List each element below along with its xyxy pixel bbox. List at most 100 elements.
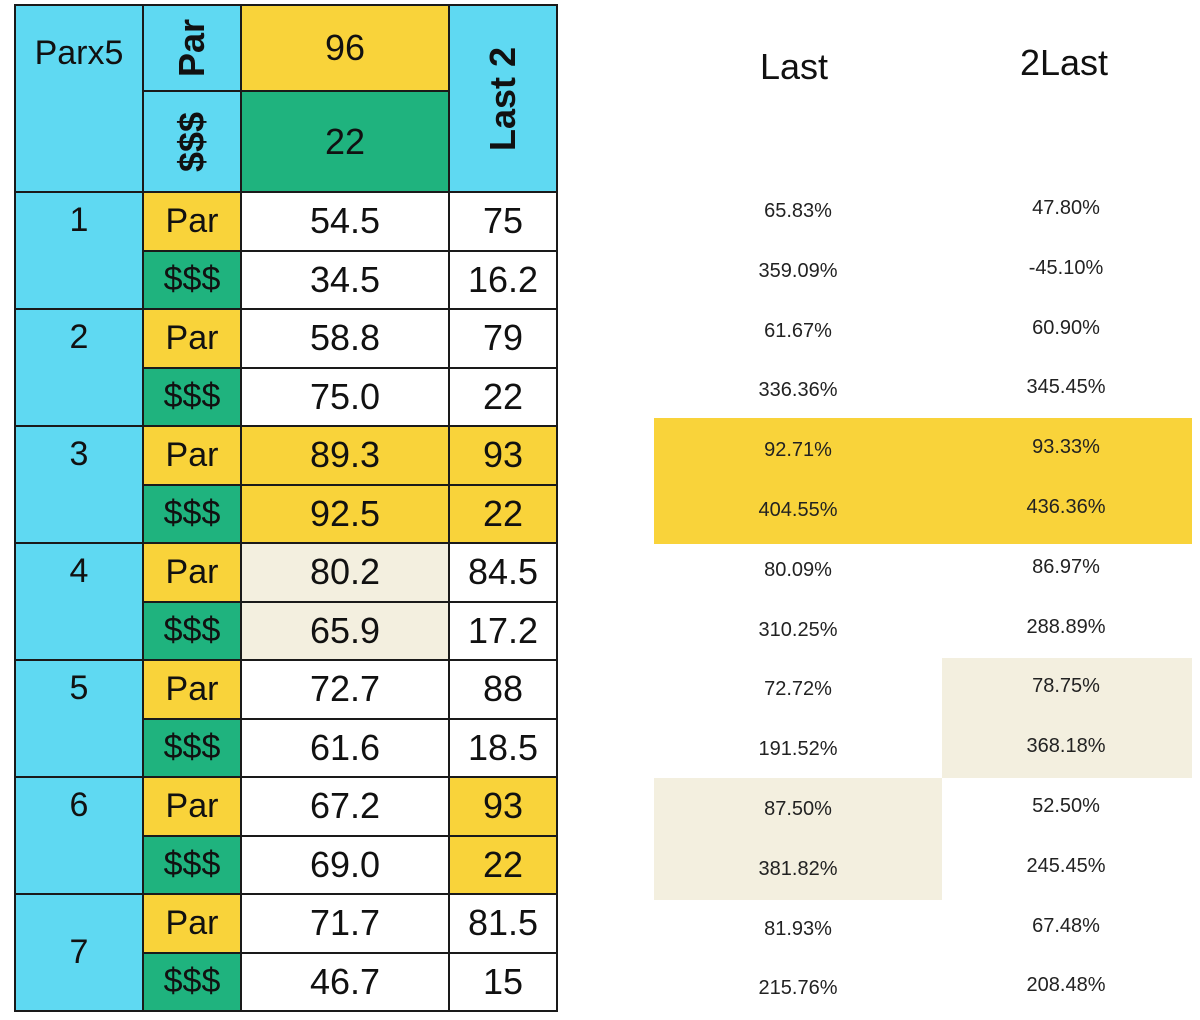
money-value: 65.9 xyxy=(309,609,381,651)
par-last2-cell: 93 xyxy=(448,776,558,837)
last-percent: 87.50% xyxy=(764,798,832,820)
race-number: 3 xyxy=(69,435,89,473)
money-label-cell: $$$ xyxy=(142,249,242,310)
par-value-cell: 89.3 xyxy=(240,425,450,486)
race-number: 4 xyxy=(69,552,89,590)
title-text: Parx5 xyxy=(34,34,124,72)
2last-percent: 60.90% xyxy=(1032,316,1100,339)
money-value-cell: 61.6 xyxy=(240,717,450,778)
race-number: 7 xyxy=(69,933,89,971)
par-label-cell: Par xyxy=(142,659,242,720)
par-last2-cell: 88 xyxy=(448,659,558,720)
last-column-header: Last xyxy=(759,46,829,87)
par-last2-value: 84.5 xyxy=(467,551,539,593)
race-number: 2 xyxy=(69,318,89,356)
money-value-cell: 22 xyxy=(240,90,450,193)
money-label-cell: $$$ xyxy=(142,366,242,427)
par-last2-cell: 84.5 xyxy=(448,542,558,603)
race-number-cell: 3 xyxy=(14,425,144,544)
last-percent: 72.72% xyxy=(764,678,832,701)
race-number-cell: 6 xyxy=(14,776,144,895)
par-label-cell: Par xyxy=(142,893,242,954)
money-last2-value: 15 xyxy=(482,960,524,1002)
par-label: Par xyxy=(165,786,219,825)
par-value: 96 xyxy=(324,27,366,68)
2last-percent: 67.48% xyxy=(1032,914,1100,937)
last-percent: 92.71% xyxy=(764,439,832,462)
2last-percent: 245.45% xyxy=(1026,854,1106,877)
money-value: 34.5 xyxy=(309,258,381,300)
race-number-cell: 2 xyxy=(14,308,144,427)
2last-percent: 368.18% xyxy=(1026,735,1106,758)
money-value: 75.0 xyxy=(309,375,381,417)
money-last2-value: 18.5 xyxy=(467,726,539,768)
par-value-cell: 58.8 xyxy=(240,308,450,369)
par-last2-value: 93 xyxy=(482,785,524,827)
par-value-cell: 67.2 xyxy=(240,776,450,837)
money-last2-value: 22 xyxy=(482,375,524,417)
par-label: Par xyxy=(165,435,219,474)
par-value: 72.7 xyxy=(309,668,381,710)
money-label-cell: $$$ xyxy=(142,600,242,661)
par-label: Par xyxy=(165,318,219,357)
par-header-label: Par xyxy=(170,18,212,78)
last-percent: 80.09% xyxy=(764,558,832,581)
par-value-cell: 54.5 xyxy=(240,191,450,252)
last2-header-label: Last 2 xyxy=(481,46,523,151)
par-label: Par xyxy=(165,552,219,591)
race-number-cell: 1 xyxy=(14,191,144,310)
par-value: 80.2 xyxy=(309,551,381,593)
par-last2-value: 88 xyxy=(482,668,524,710)
race-number: 6 xyxy=(69,786,89,824)
last-percent: 191.52% xyxy=(758,738,838,761)
par-label: Par xyxy=(165,669,219,708)
money-label: $$$ xyxy=(163,728,221,767)
par-header-cell: Par xyxy=(142,4,242,92)
par-value: 67.2 xyxy=(309,785,381,827)
2last-percent: 345.45% xyxy=(1026,376,1106,399)
last-percent: 81.93% xyxy=(764,917,832,940)
money-label: $$$ xyxy=(163,611,221,650)
money-value: 92.5 xyxy=(309,492,381,534)
last-percent: 310.25% xyxy=(758,618,838,641)
par-value: 89.3 xyxy=(309,434,381,476)
2last-percent: -45.10% xyxy=(1028,256,1104,279)
money-value-cell: 65.9 xyxy=(240,600,450,661)
par-value-cell: 72.7 xyxy=(240,659,450,720)
par-label-cell: Par xyxy=(142,191,242,252)
money-last2-cell: 22 xyxy=(448,483,558,544)
money-value-cell: 69.0 xyxy=(240,834,450,895)
last-percent: 215.76% xyxy=(758,977,838,1000)
money-header-cell: $$$ xyxy=(142,90,242,193)
highlight-band-cream-last xyxy=(654,778,942,900)
par-label-cell: Par xyxy=(142,542,242,603)
money-value: 69.0 xyxy=(309,843,381,885)
money-label: $$$ xyxy=(163,494,221,533)
money-value: 22 xyxy=(324,120,366,162)
par-label: Par xyxy=(165,903,219,942)
highlight-band-yellow xyxy=(654,418,1192,544)
par-label: Par xyxy=(165,201,219,240)
race-number: 1 xyxy=(69,201,89,239)
money-value-cell: 34.5 xyxy=(240,249,450,310)
money-label: $$$ xyxy=(163,260,221,299)
last-percent: 359.09% xyxy=(758,259,838,282)
par-label-cell: Par xyxy=(142,776,242,837)
par-value-cell: 96 xyxy=(240,4,450,92)
par-last2-cell: 93 xyxy=(448,425,558,486)
2last-percent: 93.33% xyxy=(1032,436,1100,459)
money-last2-value: 22 xyxy=(482,492,524,534)
race-number-cell: 7 xyxy=(14,893,144,1012)
par-last2-cell: 79 xyxy=(448,308,558,369)
par-value: 58.8 xyxy=(309,317,381,359)
money-value: 61.6 xyxy=(309,726,381,768)
par-last2-cell: 81.5 xyxy=(448,893,558,954)
par-last2-cell: 75 xyxy=(448,191,558,252)
highlight-band-cream-2last xyxy=(942,658,1192,778)
money-last2-cell: 16.2 xyxy=(448,249,558,310)
2last-percent: 86.97% xyxy=(1032,555,1100,578)
money-label-cell: $$$ xyxy=(142,951,242,1012)
last-percent: 336.36% xyxy=(758,379,838,402)
par-label-cell: Par xyxy=(142,308,242,369)
last-percent: 381.82% xyxy=(758,857,838,880)
